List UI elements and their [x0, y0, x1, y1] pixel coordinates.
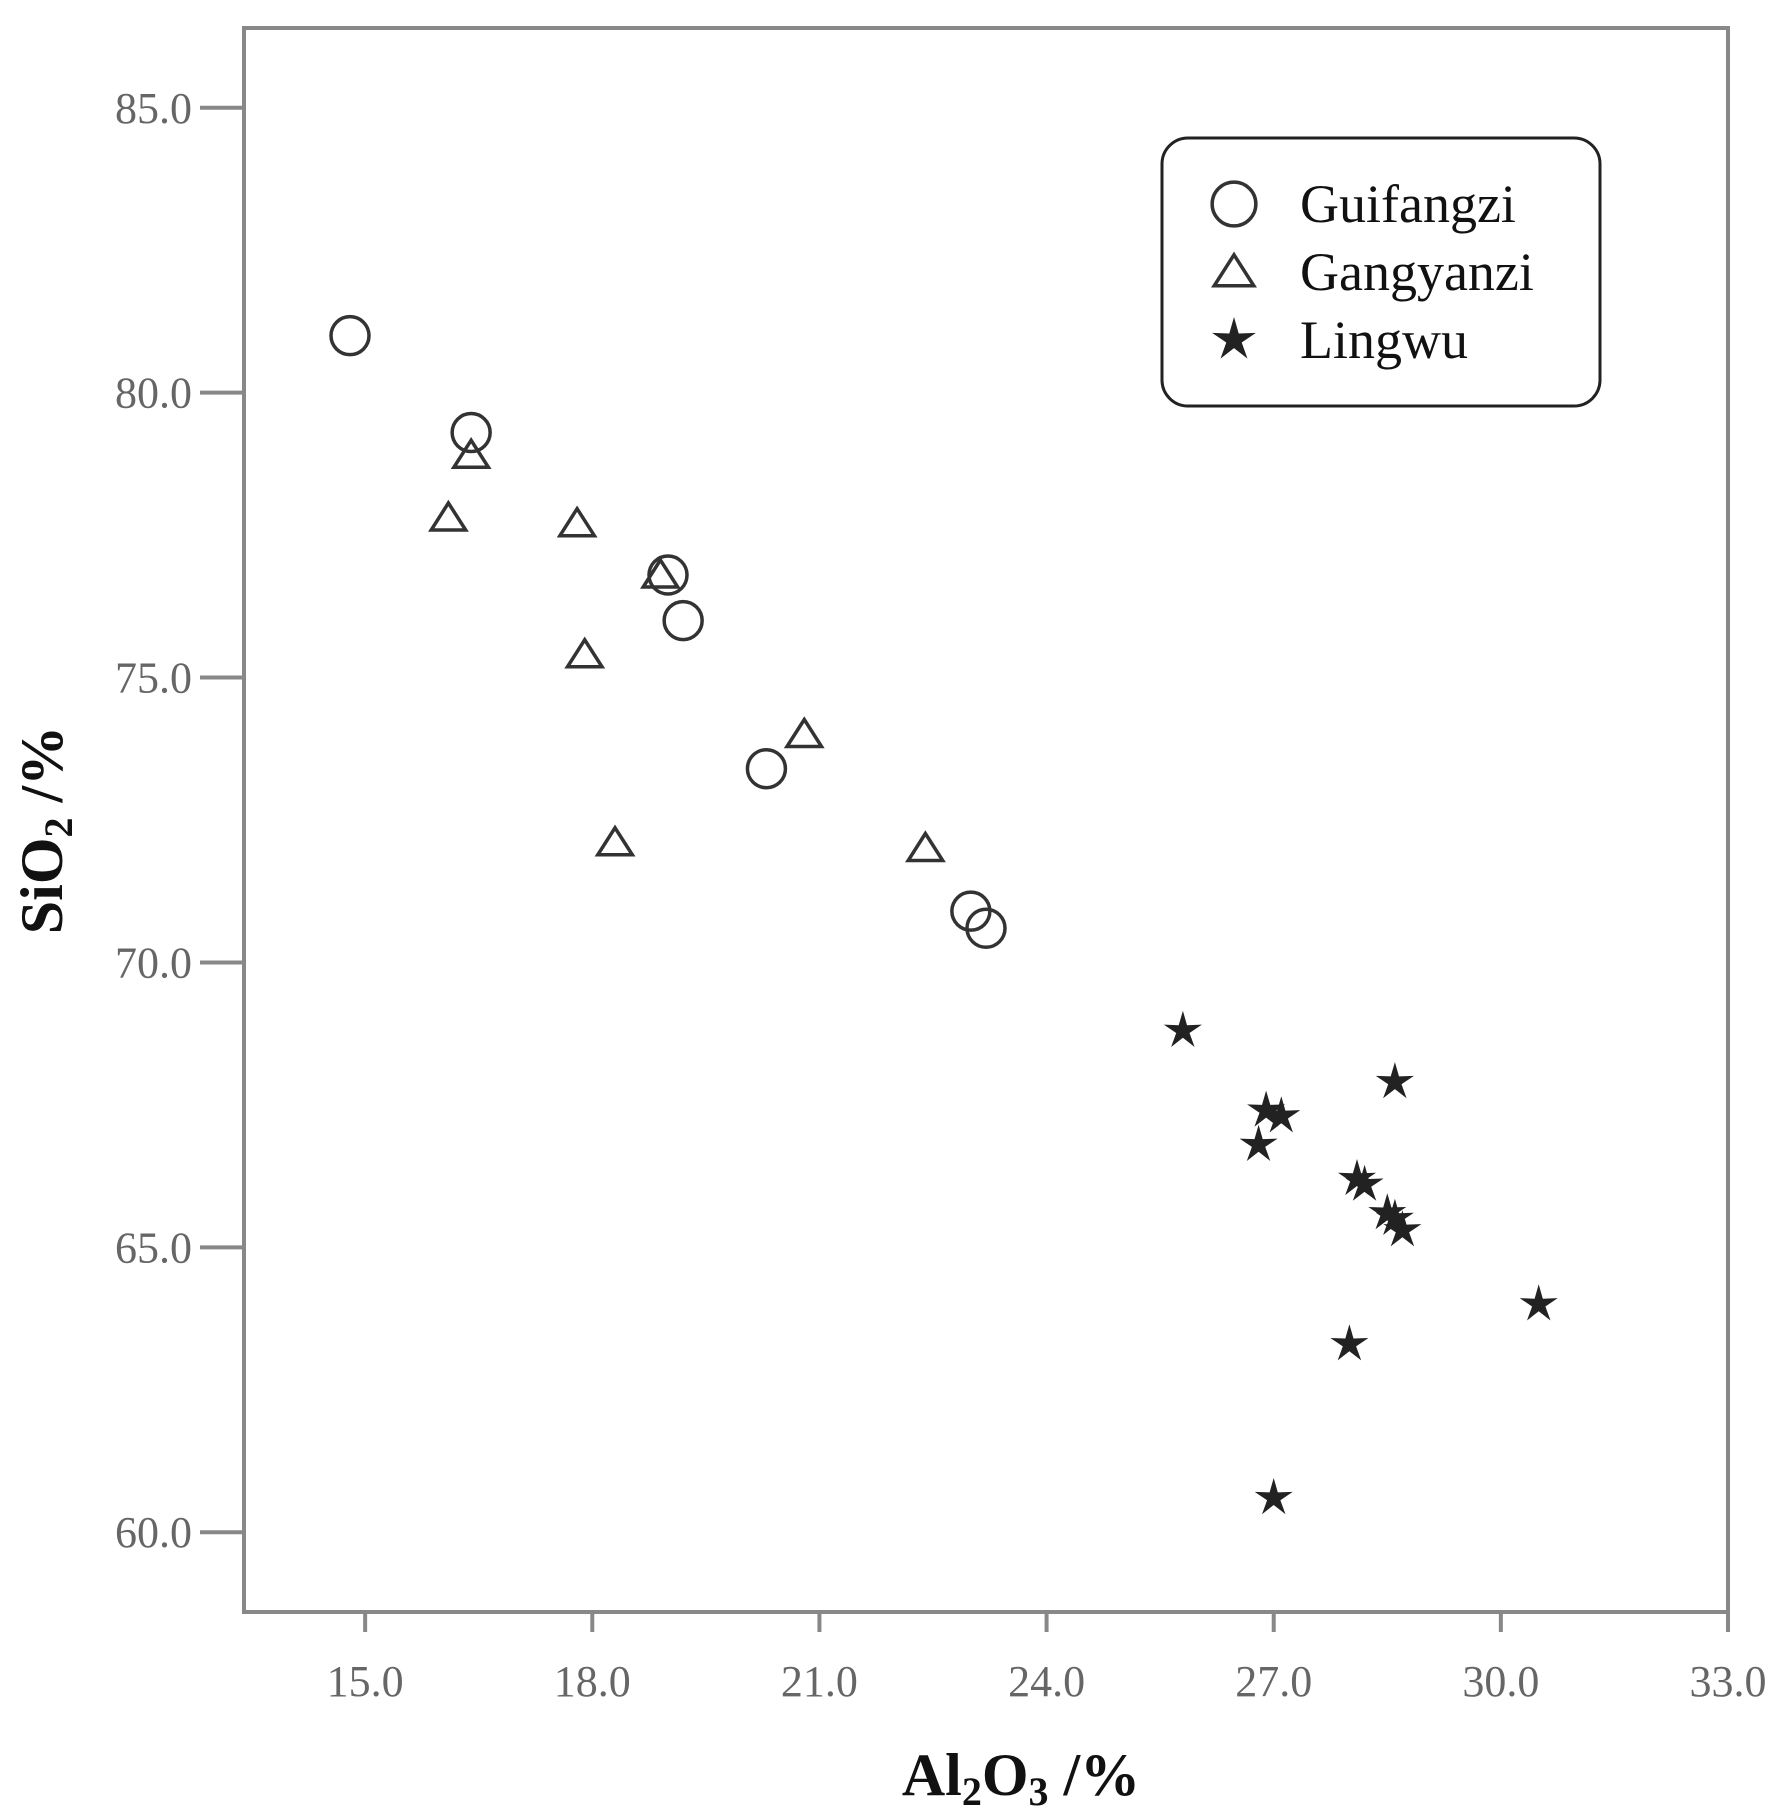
data-point-star	[1375, 1062, 1414, 1099]
data-point-triangle	[428, 499, 469, 532]
y-tick-label: 60.0	[115, 1508, 192, 1557]
legend-marker-triangle	[1211, 251, 1257, 288]
legend-label: Gangyanzi	[1300, 242, 1534, 302]
data-point-circle	[662, 599, 704, 642]
data-point-star	[1262, 1096, 1301, 1133]
x-tick-label: 24.0	[1008, 1657, 1085, 1706]
data-point-star	[1345, 1164, 1384, 1201]
data-point-star	[1338, 1159, 1376, 1196]
y-tick-label: 70.0	[115, 938, 192, 987]
data-point-circle	[965, 907, 1007, 950]
x-tick-label: 21.0	[781, 1657, 858, 1706]
data-point-star	[1239, 1124, 1278, 1161]
data-point-star	[1247, 1090, 1286, 1127]
data-points	[329, 314, 1558, 1515]
legend-label: Guifangzi	[1300, 174, 1516, 234]
data-point-star	[1383, 1210, 1422, 1247]
x-axis-title: Al2O3 /%	[902, 1742, 1140, 1814]
data-point-triangle	[564, 636, 606, 669]
data-point-star	[1163, 1010, 1202, 1047]
x-tick-label: 30.0	[1462, 1657, 1539, 1706]
data-point-triangle	[905, 830, 946, 863]
data-point-circle	[745, 747, 788, 790]
x-tick-label: 33.0	[1690, 1657, 1767, 1706]
y-tick-label: 80.0	[115, 369, 192, 418]
y-axis-title: SiO2 /%	[9, 726, 81, 934]
legend-box	[1160, 136, 1602, 408]
y-tick-label: 85.0	[115, 84, 192, 133]
legend-label: Lingwu	[1300, 310, 1468, 370]
data-point-triangle	[556, 505, 598, 538]
data-point-star	[1368, 1193, 1407, 1230]
x-tick-label: 27.0	[1235, 1657, 1312, 1706]
data-point-star	[1375, 1198, 1414, 1235]
data-point-star	[1519, 1284, 1558, 1321]
legend-marker-circle	[1210, 180, 1258, 228]
data-point-star	[1254, 1478, 1293, 1515]
x-axis: 15.0 18.0 21.0 24.0 27.0 30.0 33.0	[327, 1612, 1767, 1706]
data-point-circle	[329, 314, 371, 357]
data-point-triangle	[594, 824, 636, 857]
y-tick-label: 65.0	[115, 1223, 192, 1272]
data-point-triangle	[640, 556, 681, 589]
legend-marker-star	[1212, 317, 1256, 359]
y-tick-label: 75.0	[115, 654, 192, 703]
data-point-circle	[450, 411, 492, 454]
y-axis: 60.0 65.0 70.0 75.0 80.0 85.0	[115, 84, 244, 1557]
x-tick-label: 15.0	[327, 1657, 404, 1706]
x-tick-label: 18.0	[554, 1657, 631, 1706]
data-point-triangle	[783, 716, 825, 749]
data-point-triangle	[450, 437, 492, 470]
legend: Guifangzi Gangyanzi Lingwu	[1160, 136, 1602, 408]
data-point-star	[1330, 1324, 1369, 1361]
